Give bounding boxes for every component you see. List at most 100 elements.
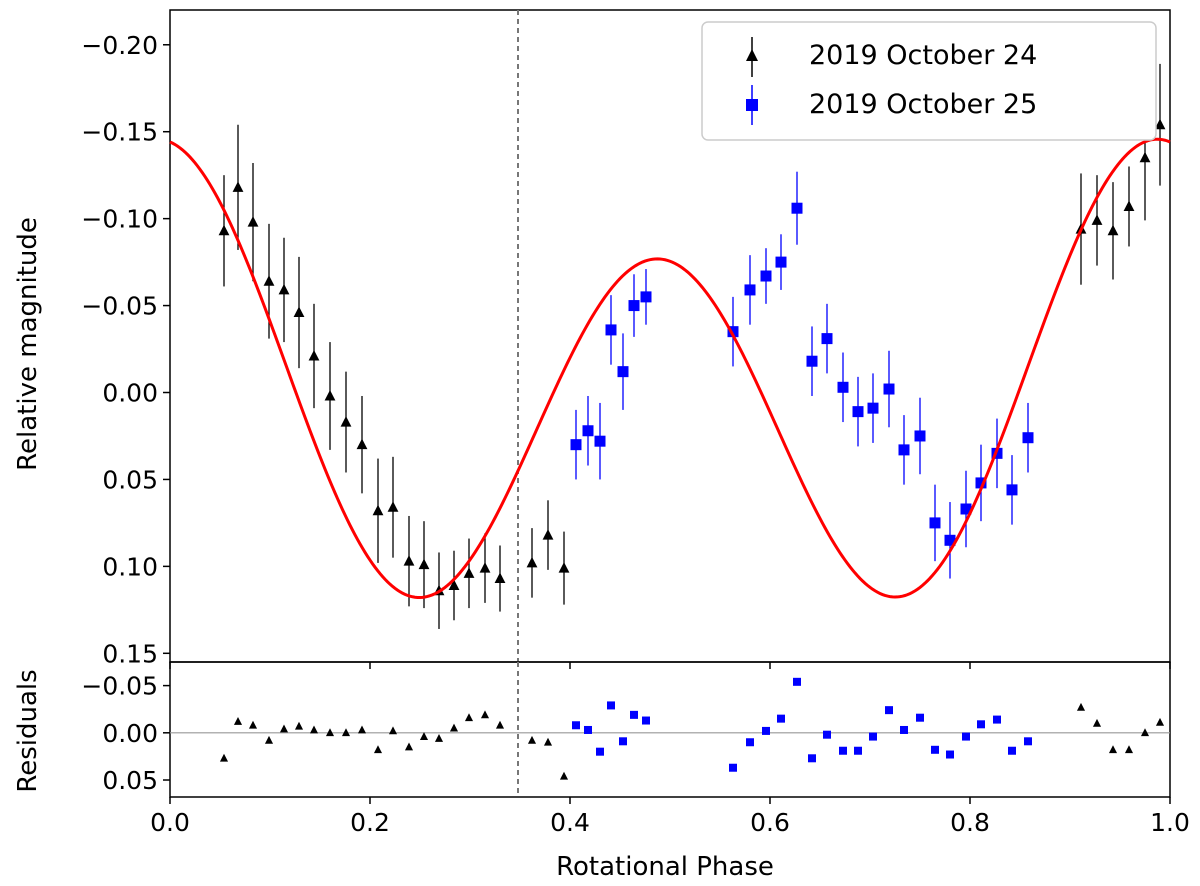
x-axis-label: Rotational Phase (556, 852, 774, 882)
residual-point-oct25 (642, 716, 650, 725)
data-point-oct25 (775, 256, 787, 268)
residual-point-oct24 (233, 716, 243, 725)
residual-point-oct24 (264, 735, 274, 744)
residual-point-oct25 (777, 714, 785, 723)
legend-marker-oct24 (746, 49, 758, 61)
main-y-tick-label: −0.05 (81, 292, 158, 321)
residual-point-oct25 (962, 732, 970, 741)
data-point-oct25 (852, 406, 864, 418)
data-point-oct24 (247, 216, 259, 227)
data-point-oct24 (448, 579, 460, 590)
main-y-tick-label: 0.10 (102, 552, 158, 581)
residuals-y-tick-label: −0.05 (81, 672, 158, 701)
data-point-oct25 (640, 291, 652, 303)
residual-point-oct25 (1008, 746, 1016, 755)
data-point-oct25 (914, 430, 926, 442)
residual-point-oct25 (630, 710, 638, 719)
residual-point-oct25 (596, 747, 604, 756)
residual-point-oct25 (793, 677, 801, 686)
residual-point-oct25 (916, 713, 924, 722)
legend-label-oct25: 2019 October 25 (809, 89, 1037, 120)
residual-point-oct24 (559, 771, 569, 780)
residual-point-oct25 (900, 725, 908, 734)
main-y-tick-label: −0.10 (81, 205, 158, 234)
data-point-oct24 (558, 562, 570, 573)
data-point-oct25 (727, 326, 739, 338)
legend-marker-oct25 (746, 99, 758, 111)
residual-point-oct24 (480, 710, 490, 719)
residual-point-oct24 (309, 725, 319, 734)
data-point-oct24 (263, 275, 275, 286)
residual-point-oct24 (248, 720, 258, 729)
x-tick-label: 0.4 (550, 808, 590, 837)
residual-point-oct25 (839, 746, 847, 755)
data-point-oct24 (418, 558, 430, 570)
legend: 2019 October 24 2019 October 25 (701, 21, 1157, 141)
data-point-oct24 (463, 567, 475, 578)
residual-point-oct25 (572, 721, 580, 730)
data-point-oct24 (293, 306, 305, 318)
x-tick-label: 0.0 (150, 808, 190, 837)
residual-point-oct24 (404, 742, 414, 751)
data-point-oct25 (744, 284, 756, 296)
residual-point-oct24 (1124, 745, 1134, 754)
data-point-oct24 (542, 529, 554, 540)
residual-point-oct24 (357, 725, 367, 734)
residual-point-oct24 (388, 726, 398, 735)
residual-point-oct25 (977, 720, 985, 729)
axis-labels: Relative magnitude Residuals Rotational … (13, 217, 774, 882)
data-point-oct24 (1107, 224, 1119, 236)
residual-point-oct25 (993, 715, 1001, 724)
legend-label-oct24: 2019 October 24 (809, 40, 1037, 71)
residual-point-oct25 (869, 732, 877, 741)
residual-point-oct25 (823, 730, 831, 739)
data-point-oct24 (1091, 214, 1103, 225)
main-y-tick-label: 0.05 (102, 465, 158, 494)
residual-point-oct25 (607, 701, 615, 710)
data-point-oct24 (1123, 200, 1135, 211)
residual-point-oct24 (373, 745, 383, 754)
residual-point-oct24 (543, 737, 553, 746)
residual-point-oct25 (584, 725, 592, 734)
data-point-oct25 (975, 477, 987, 489)
fit-curve (169, 137, 1171, 600)
residual-point-oct24 (419, 732, 429, 740)
residual-point-oct25 (931, 745, 939, 754)
residual-point-oct25 (762, 726, 770, 735)
data-point-oct24 (278, 283, 290, 295)
data-point-oct24 (356, 438, 368, 450)
data-point-oct25 (806, 355, 818, 367)
main-y-tick-label: −0.15 (81, 118, 158, 147)
data-point-oct25 (582, 425, 594, 437)
residual-point-oct25 (854, 746, 862, 755)
residual-point-oct25 (808, 754, 816, 763)
x-tick-label: 0.8 (950, 808, 990, 837)
data-point-oct25 (821, 333, 833, 345)
residuals-y-tick-label: 0.05 (102, 766, 158, 795)
data-point-oct24 (403, 555, 415, 566)
residual-point-oct25 (729, 763, 737, 772)
data-point-oct25 (594, 435, 606, 447)
residuals-plot-frame (169, 661, 1171, 798)
residual-point-oct25 (885, 706, 893, 715)
residuals-y-axis-label: Residuals (13, 669, 43, 792)
residual-point-oct25 (946, 750, 954, 759)
main-y-axis-label: Relative magnitude (13, 217, 43, 471)
data-point-oct25 (617, 366, 629, 378)
residual-point-oct24 (495, 720, 505, 729)
residual-point-oct25 (619, 737, 627, 746)
residual-point-oct24 (294, 721, 304, 730)
residual-point-oct25 (746, 738, 754, 747)
residual-point-oct24 (464, 713, 474, 722)
data-point-oct24 (1154, 118, 1166, 130)
residual-point-oct24 (325, 728, 335, 737)
data-point-oct25 (960, 503, 972, 515)
residual-point-oct24 (279, 724, 289, 733)
residual-point-oct24 (341, 728, 351, 737)
data-point-oct24 (232, 181, 244, 192)
data-point-oct24 (324, 389, 336, 401)
data-point-oct24 (372, 504, 384, 516)
data-point-oct25 (791, 202, 803, 214)
main-y-tick-label: −0.20 (81, 31, 158, 60)
